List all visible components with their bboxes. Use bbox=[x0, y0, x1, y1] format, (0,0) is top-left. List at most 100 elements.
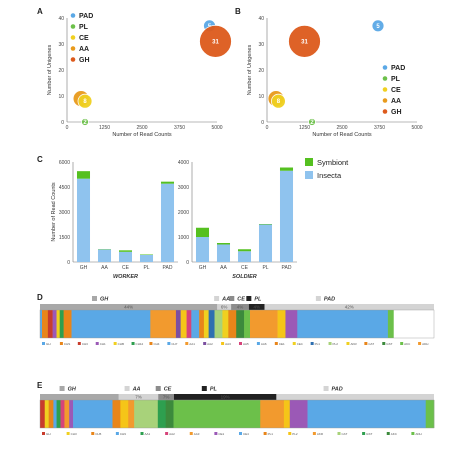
gene-key bbox=[42, 342, 45, 345]
group-band-pad bbox=[264, 304, 434, 310]
legend-label: PAD bbox=[391, 65, 405, 72]
gene-label: AKR bbox=[350, 342, 357, 346]
gene-key bbox=[66, 432, 70, 435]
group-key-gh bbox=[59, 386, 65, 391]
strip-segment bbox=[283, 400, 291, 428]
group-key-pad bbox=[315, 296, 321, 301]
group-percent: 44% bbox=[124, 305, 133, 310]
x-tick-label: 2500 bbox=[336, 125, 347, 131]
gene-label: CE1 bbox=[279, 342, 285, 346]
legend-marker-pad bbox=[382, 65, 388, 70]
panel-letter-c: C bbox=[37, 155, 43, 164]
gene-key bbox=[165, 432, 169, 435]
strip-segment bbox=[56, 400, 61, 428]
group-percent: 4% bbox=[237, 305, 244, 310]
scatter-panel-a: 0 1250 2500 3750 5000 0 10 20 30 40 Number of Read… bbox=[47, 13, 232, 138]
gene-key bbox=[131, 342, 135, 345]
legend-label: PAD bbox=[79, 13, 93, 20]
gene-label: CH4 bbox=[153, 342, 159, 346]
bubble-label: 8 bbox=[83, 99, 87, 105]
strip-segment bbox=[47, 310, 53, 338]
x-tick-label: CE bbox=[122, 265, 130, 271]
gene-label: CAT bbox=[342, 432, 348, 436]
legend-label: GH bbox=[391, 109, 402, 116]
panel-letter-b: B bbox=[235, 7, 241, 16]
gene-key bbox=[274, 342, 278, 345]
x-tick-label: 0 bbox=[266, 125, 269, 131]
gene-key bbox=[149, 342, 153, 345]
bar-symbiont-ce bbox=[118, 250, 133, 252]
gene-label: CHS bbox=[64, 342, 70, 346]
gene-key bbox=[239, 432, 242, 435]
legend-label: Symbiont bbox=[317, 158, 349, 167]
group-key-pad bbox=[323, 386, 329, 391]
gene-key bbox=[189, 432, 193, 435]
bubble-label: 5 bbox=[376, 24, 380, 30]
bar-symbiont-ce bbox=[237, 249, 252, 252]
gene-label: CH12 bbox=[136, 342, 144, 346]
bubble-label: 31 bbox=[301, 39, 308, 45]
strip-segment bbox=[214, 310, 223, 338]
group-label: PL bbox=[210, 387, 218, 393]
gene-label: CH3 bbox=[82, 342, 88, 346]
group-label: CE bbox=[164, 387, 172, 393]
gene-label: AA2 bbox=[169, 432, 175, 436]
gene-key bbox=[346, 342, 350, 345]
y-tick-label: 2000 bbox=[178, 210, 189, 216]
bar-insecta-pl bbox=[258, 224, 273, 262]
group-band-gh bbox=[40, 394, 119, 400]
strip-segment bbox=[40, 400, 46, 428]
y-tick-label: 40 bbox=[258, 16, 264, 22]
strip-segment bbox=[260, 400, 285, 428]
y-tick-label: 20 bbox=[258, 68, 264, 74]
legend-swatch-symbiont bbox=[305, 158, 313, 166]
gene-label: CAT bbox=[368, 342, 374, 346]
group-label: AA bbox=[132, 387, 141, 393]
legend-label: CE bbox=[391, 87, 401, 94]
group-percent: 6% bbox=[221, 305, 228, 310]
gene-label: GH bbox=[46, 432, 51, 436]
bubble-label: 2 bbox=[83, 120, 87, 126]
strip-segment bbox=[63, 310, 72, 338]
bar-symbiont-gh bbox=[76, 171, 91, 179]
x-tick-label: CE bbox=[241, 265, 249, 271]
y-tick-label: 20 bbox=[58, 68, 64, 74]
x-tick-label: 3750 bbox=[374, 125, 385, 131]
gene-label: AA5 bbox=[243, 342, 249, 346]
group-key-aa bbox=[214, 296, 220, 301]
gene-label: CH3 bbox=[71, 432, 77, 436]
bar-symbiont-pl bbox=[258, 224, 273, 225]
legend-swatch-insecta bbox=[305, 171, 313, 179]
legend-marker-gh bbox=[70, 57, 76, 62]
strip-segment bbox=[180, 310, 187, 338]
x-tick-label: PAD bbox=[163, 265, 173, 271]
group-key-gh bbox=[92, 296, 97, 301]
x-tick-label: PAD bbox=[282, 265, 292, 271]
gene-label: PL2 bbox=[292, 432, 298, 436]
bubble-pad bbox=[371, 19, 385, 33]
gene-label: CH1 bbox=[100, 342, 106, 346]
gene-key bbox=[91, 432, 95, 435]
gene-key bbox=[263, 432, 267, 435]
gene-key bbox=[42, 432, 45, 435]
gene-key bbox=[185, 342, 189, 345]
bar-insecta-pad bbox=[279, 170, 294, 262]
strip-segment bbox=[203, 310, 209, 338]
bubble-pl bbox=[308, 118, 316, 126]
group-percent: 42% bbox=[345, 305, 354, 310]
bar-symbiont-gh bbox=[195, 227, 210, 237]
strip-segment bbox=[53, 400, 57, 428]
gene-label: AKC bbox=[404, 342, 411, 346]
strip-segment bbox=[134, 400, 159, 428]
gene-label: AA6 bbox=[261, 342, 267, 346]
group-percent: 19% bbox=[221, 395, 230, 400]
bubble-ce bbox=[270, 93, 286, 109]
strip-segment bbox=[208, 310, 215, 338]
bar-symbiont-pad bbox=[279, 167, 294, 171]
gene-label: CE4 bbox=[297, 342, 303, 346]
y-tick-label: 0 bbox=[61, 120, 64, 126]
gene-label: GST bbox=[386, 342, 392, 346]
gene-label: AA2 bbox=[207, 342, 213, 346]
gene-key bbox=[364, 342, 368, 345]
